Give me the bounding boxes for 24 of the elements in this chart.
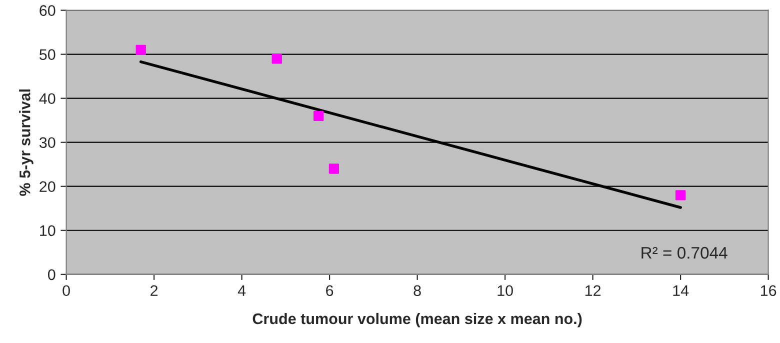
x-tick-label: 14 xyxy=(673,285,689,296)
x-tick-label: 6 xyxy=(326,285,334,296)
y-tick-label: 0 xyxy=(48,269,56,280)
x-tick-label: 4 xyxy=(238,285,246,296)
x-tick-label: 10 xyxy=(498,285,513,296)
x-tick-label: 8 xyxy=(414,285,421,296)
x-tick-label: 16 xyxy=(760,285,776,296)
point xyxy=(136,44,146,55)
y-tick-label: 30 xyxy=(39,137,56,148)
annotation: R² = 0.7044 xyxy=(642,246,728,259)
y-tick-label: 50 xyxy=(40,49,56,60)
y-tick-label: 10 xyxy=(40,225,56,236)
y-tick-label: 60 xyxy=(40,5,56,16)
y-tick-label: 20 xyxy=(40,181,56,192)
point xyxy=(328,164,340,174)
x-tick-label: 12 xyxy=(585,285,601,296)
x-tick-label: 2 xyxy=(150,285,158,296)
y-tick-label: 40 xyxy=(39,93,56,104)
point xyxy=(675,190,686,200)
x-axis-title: Crude tumour volume (mean size x mean no.) xyxy=(252,312,582,328)
point xyxy=(272,54,282,64)
x-tick-label: 0 xyxy=(62,285,70,296)
point xyxy=(313,110,324,122)
y-axis-title: % 5-yr survival xyxy=(19,89,34,196)
